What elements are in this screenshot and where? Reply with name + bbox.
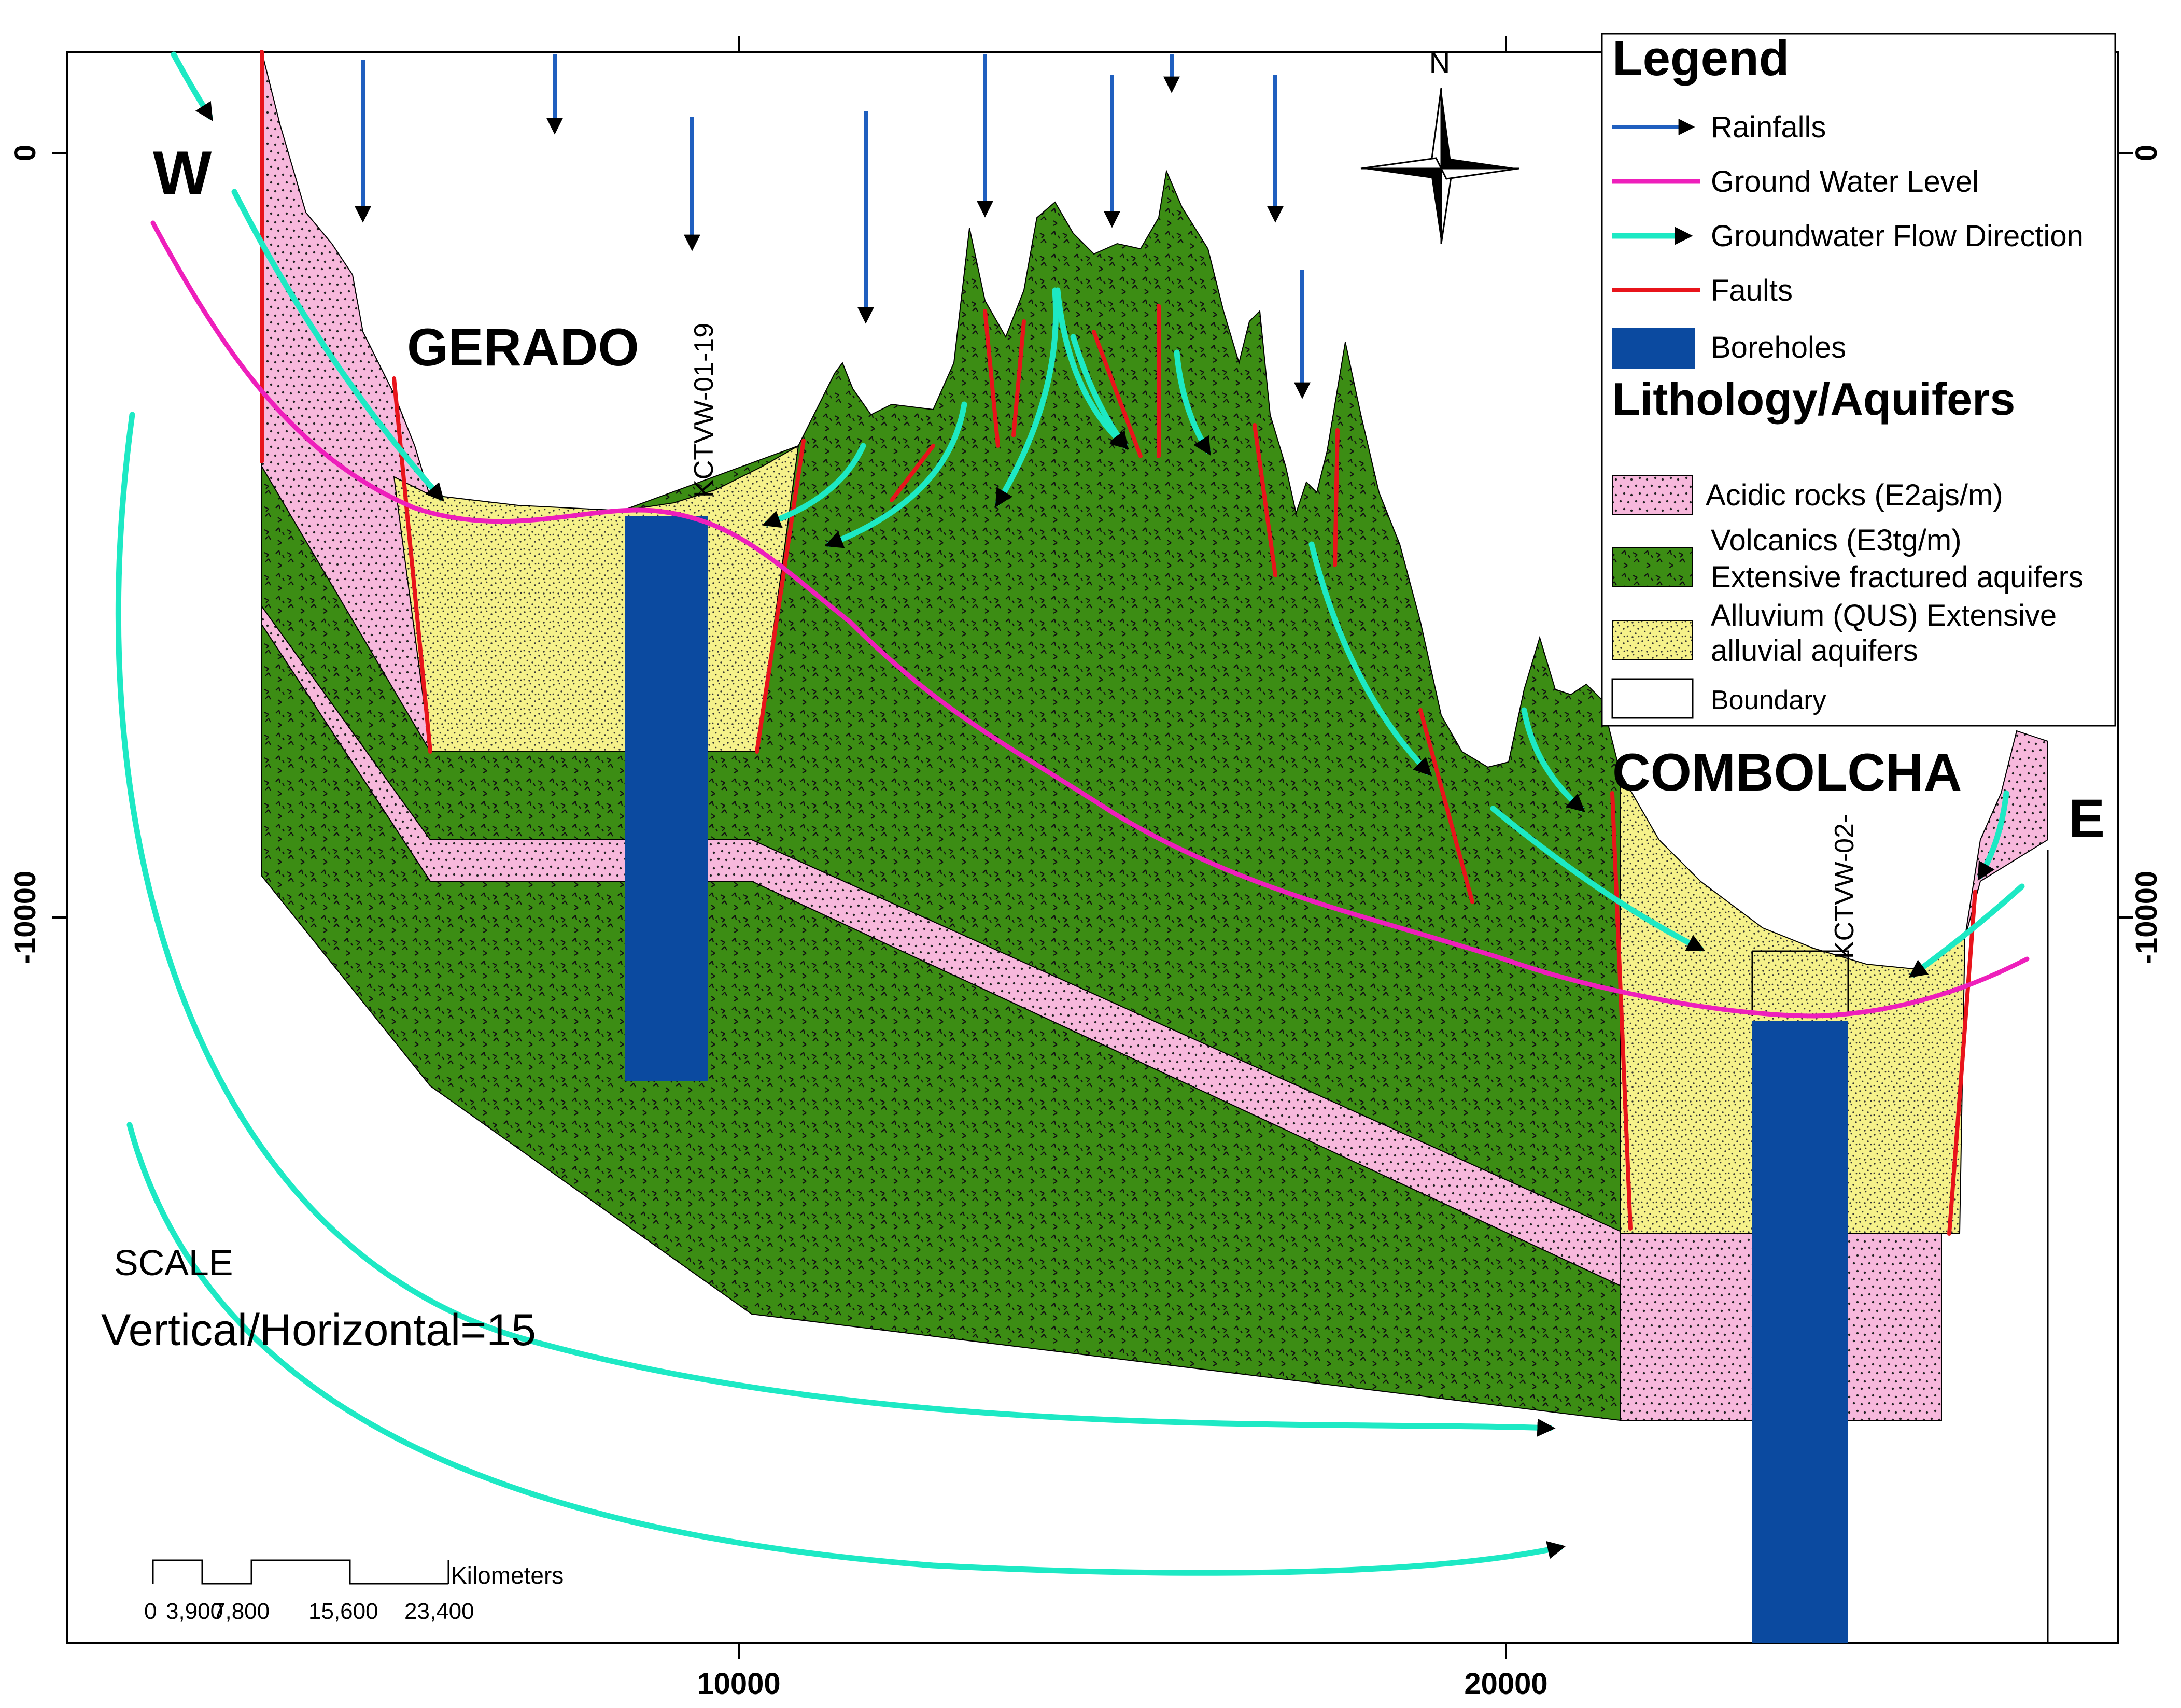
legend-title: Legend [1612,31,1789,86]
flow-arrow [116,412,1556,1437]
scale-bar: Kilometers 0 3,900 7,800 15,600 23,400 [144,1559,564,1624]
fault [1610,791,1633,1231]
legend-volcanic-swatch [1612,547,1693,587]
legend-boundary-swatch [1611,678,1694,719]
flow-arrow [762,443,866,528]
faults [260,50,1977,1236]
acidic-left-wedge [261,51,431,754]
scalebar-tick: 0 [144,1599,157,1624]
legend-item-label: Rainfalls [1711,110,1826,144]
borehole-kctvw-01-19 [625,516,708,1081]
flow-arrow [1308,541,1432,777]
west-label: W [153,138,212,208]
legend-lithology-label: Extensive fractured aquifers [1711,560,2084,594]
y-tick-label-left: -10000 [8,871,42,965]
ground-water-level-line [150,220,2030,1019]
scalebar-tick: 7,800 [213,1599,270,1624]
north-arrow-icon: N [1360,46,1519,244]
borehole-1-label: KCTVW-01-19 [689,323,719,498]
borehole-2-label: KCTVW-02- [1830,814,1860,959]
legend-item-label: Groundwater Flow Direction [1711,219,2084,253]
axes [52,36,2133,1659]
fault [983,309,1000,448]
flow-arrow [1521,707,1585,813]
scale-ratio: Vertical/Horizontal=15 [101,1305,536,1355]
y-tick-label-right: -10000 [2130,871,2163,965]
rainfall-arrows [355,54,1311,399]
y-tick-label-left: 0 [8,145,42,161]
legend-lithology-label: alluvial aquifers [1711,634,1918,668]
legend-alluvium-swatch [1612,620,1693,660]
legend-lithology-label: Alluvium (QUS) Extensive [1711,599,2057,632]
flow-arrow [1174,349,1211,456]
y-tick-label-right: 0 [2130,145,2163,161]
legend-item-label: Ground Water Level [1711,165,1979,199]
fault [755,439,806,754]
x-tick-label: 10000 [697,1667,780,1701]
scalebar-tick: 23,400 [404,1599,474,1624]
combolcha-label: COMBOLCHA [1612,743,1962,802]
flow-arrow [231,189,444,502]
flow-arrow [824,401,967,548]
east-label: E [2069,788,2105,849]
fault [1011,319,1026,437]
flow-arrow [171,51,213,121]
legend-box [1601,33,2116,727]
flow-arrow [1490,806,1706,952]
fault [890,444,935,502]
flow-arrow [126,1122,1566,1576]
legend: Legend Rainfalls Ground Water Level Grou… [1601,31,2116,727]
fault [1947,890,1977,1236]
fault [392,376,432,754]
fault [1253,423,1277,577]
compass-north-label: N [1429,46,1450,79]
legend-item-label: Boreholes [1711,331,1846,364]
legend-lithology-label: Volcanics (E3tg/m) [1711,524,1962,557]
gerado-label: GERADO [407,318,639,377]
flow-arrow [1977,790,2009,881]
x-tick-label: 20000 [1464,1667,1547,1701]
legend-item-label: Faults [1711,274,1793,307]
scalebar-tick: 3,900 [166,1599,223,1624]
borehole-2-casing [1751,950,1849,1016]
flow-arrow [995,287,1059,508]
scale-title: SCALE [114,1243,233,1283]
scalebar-tick: 15,600 [308,1599,378,1624]
groundwater-flow-arrows [116,51,2025,1576]
boreholes [625,516,1849,1643]
legend-borehole-swatch [1612,328,1695,369]
legend-lithology-label: Boundary [1711,685,1826,715]
fault [1092,330,1143,458]
legend-lithology-title: Lithology/Aquifers [1612,373,2015,425]
borehole-kctvw-02 [1752,1021,1848,1643]
scale-bar-line [152,1559,448,1585]
scalebar-unit: Kilometers [451,1562,564,1589]
flow-arrow [1070,334,1129,450]
legend-lithology-label: Acidic rocks (E2ajs/m) [1706,478,2003,512]
flow-arrow [1908,883,2025,978]
legend-acidic-swatch [1612,475,1693,515]
fault [1418,708,1474,904]
fault [1333,428,1340,567]
